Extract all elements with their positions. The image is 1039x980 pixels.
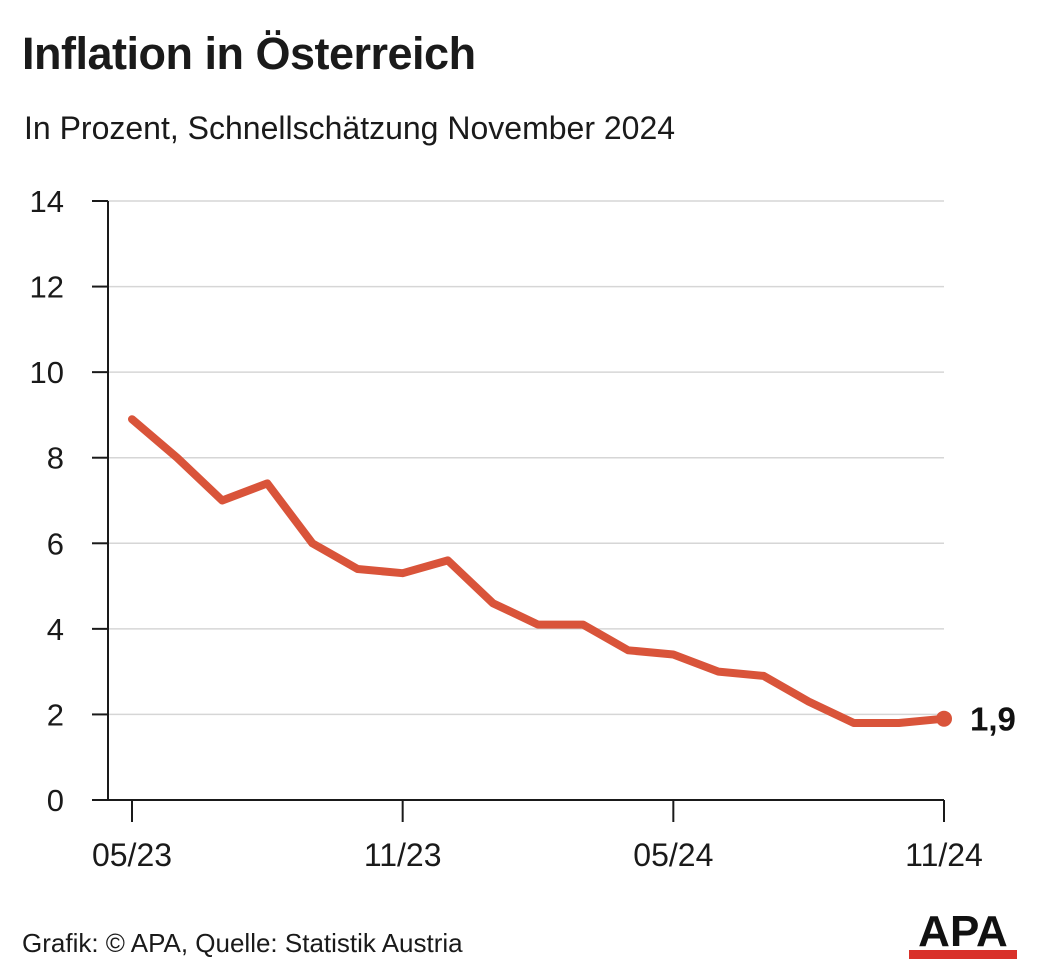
x-tick-label: 11/24	[905, 837, 983, 873]
apa-logo-text: APA	[918, 908, 1008, 956]
y-tick-label: 14	[30, 184, 64, 219]
x-tick-label: 05/23	[92, 837, 172, 873]
y-tick-label: 12	[30, 270, 64, 305]
y-tick-label: 10	[30, 355, 64, 390]
chart-title: Inflation in Österreich	[22, 28, 476, 79]
y-tick-label: 4	[47, 612, 64, 647]
apa-logo-bar	[909, 950, 1017, 959]
chart-subtitle: In Prozent, Schnellschätzung November 20…	[24, 110, 676, 146]
line-chart: 0 2 4 6 8 10 12 14 05/23 11/23 05/24 11/24 1,9	[30, 184, 1016, 873]
end-point-marker	[936, 710, 952, 727]
y-tick-label: 8	[47, 441, 64, 476]
apa-logo: APA	[909, 908, 1017, 959]
source-credit: Grafik: © APA, Quelle: Statistik Austria	[22, 928, 463, 958]
end-value-label: 1,9	[970, 701, 1016, 738]
y-tick-label: 2	[47, 697, 64, 732]
x-tick-label: 05/24	[633, 837, 713, 873]
x-tick-label: 11/23	[364, 837, 442, 873]
y-tick-label: 0	[47, 783, 64, 818]
inflation-line	[128, 415, 948, 727]
y-tick-label: 6	[47, 526, 64, 561]
